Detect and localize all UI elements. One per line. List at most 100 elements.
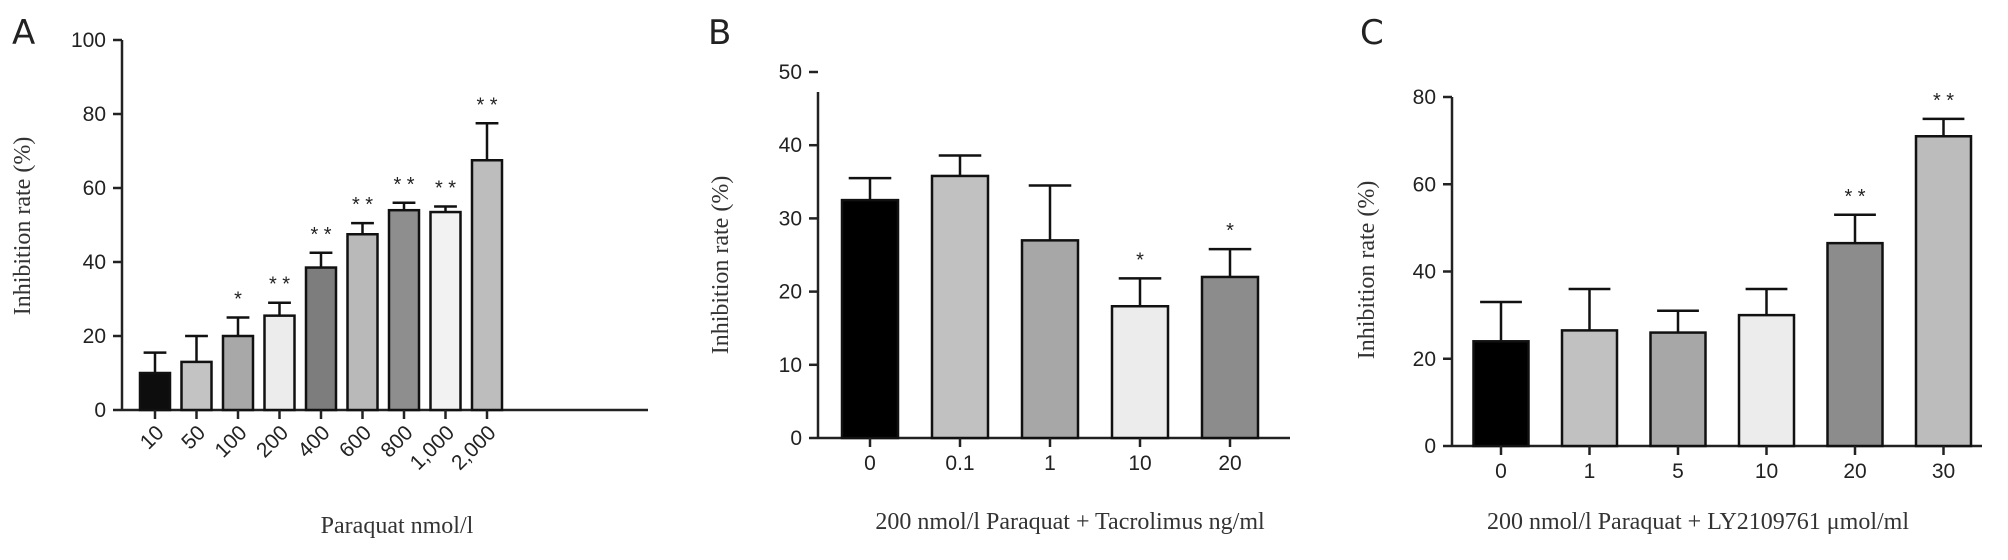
x-tick-label-b-4: 20 [1218, 452, 1241, 475]
bar-a-6 [387, 208, 421, 412]
error-bar-a-6 [392, 201, 416, 211]
bar-c-3 [1737, 313, 1796, 448]
x-axis-title-b: 200 nmol/l Paraquat + Tacrolimus ng/ml [875, 509, 1265, 535]
error-bar-a-4 [309, 251, 333, 268]
y-axis-title-a: Inhibition rate (%) [10, 137, 36, 316]
error-bar-c-4 [1834, 213, 1876, 244]
error-bar-b-1 [938, 154, 982, 176]
y-tick-label-c-4: 80 [1413, 86, 1436, 109]
x-tick-label-b-1: 0.1 [945, 452, 974, 475]
y-axis-title-b: Inhibition rate (%) [708, 176, 734, 355]
bar-a-8 [470, 159, 504, 412]
x-axis-title-a: Paraquat nmol/l [321, 513, 474, 539]
error-bar-b-3 [1118, 277, 1162, 307]
error-bar-b-2 [1028, 184, 1072, 241]
bar-b-0 [840, 198, 900, 440]
error-bar-a-8 [475, 122, 499, 161]
significance-a-5: * * [352, 194, 373, 216]
y-tick-label-a-5: 100 [71, 29, 106, 52]
x-tick-label-c-2: 5 [1672, 460, 1684, 483]
y-tick-label-b-0: 0 [790, 427, 802, 450]
error-bar-a-0 [143, 351, 167, 373]
x-tick-label-a-3: 200 [252, 421, 293, 462]
bar-a-4 [304, 266, 338, 412]
significance-a-4: * * [310, 224, 331, 246]
y-tick-label-a-0: 0 [94, 399, 106, 422]
y-tick-label-c-0: 0 [1424, 435, 1436, 458]
panel-c: C 0 20 40 60 80 * * * * 0 1 5 10 20 30 Inhibition … [1354, 13, 1982, 535]
error-bar-a-2 [226, 316, 250, 336]
bar-b-2 [1020, 239, 1080, 440]
significance-a-2: * [234, 289, 242, 311]
y-axis-title-c: Inhibition rate (%) [1354, 181, 1380, 360]
bar-b-3 [1110, 304, 1170, 440]
y-tick-label-a-3: 60 [83, 177, 106, 200]
significance-a-7: * * [435, 178, 456, 200]
error-bar-a-3 [268, 301, 291, 316]
bar-a-5 [346, 233, 379, 412]
bar-b-1 [930, 174, 990, 440]
error-bar-a-5 [351, 221, 374, 235]
bar-c-2 [1649, 331, 1707, 448]
significance-c-4: * * [1844, 186, 1865, 208]
significance-c-5: * * [1933, 90, 1954, 112]
panel-letter-b: B [708, 13, 731, 53]
x-tick-label-c-4: 20 [1843, 460, 1866, 483]
panel-letter-a: A [12, 13, 35, 53]
bar-c-4 [1826, 241, 1884, 448]
significance-a-8: * * [476, 94, 497, 116]
error-bar-c-2 [1657, 309, 1699, 333]
error-bar-a-1 [185, 334, 208, 362]
significance-b-3: * [1136, 249, 1144, 271]
panel-b: B 0 10 20 30 40 50 * * 0 0.1 1 10 20 Inhibition ra… [708, 13, 1290, 535]
x-tick-label-c-1: 1 [1584, 460, 1596, 483]
error-bar-b-0 [848, 176, 892, 201]
bar-a-0 [138, 371, 172, 412]
bar-a-2 [221, 334, 255, 412]
x-tick-label-a-0: 10 [136, 421, 169, 454]
x-tick-label-b-2: 1 [1044, 452, 1056, 475]
y-tick-label-b-4: 40 [779, 134, 802, 157]
x-tick-label-b-0: 0 [864, 452, 876, 475]
x-tick-label-a-5: 600 [335, 421, 376, 462]
bar-a-1 [180, 360, 213, 412]
y-tick-label-c-3: 60 [1413, 173, 1436, 196]
significance-a-3: * * [269, 274, 290, 296]
bar-a-3 [263, 314, 296, 412]
x-tick-label-c-3: 10 [1755, 460, 1778, 483]
x-tick-label-c-0: 0 [1495, 460, 1507, 483]
y-tick-label-a-4: 80 [83, 103, 106, 126]
bar-c-1 [1560, 329, 1619, 448]
significance-a-6: * * [393, 174, 414, 196]
panel-letter-c: C [1360, 13, 1384, 53]
y-tick-label-b-5: 50 [779, 61, 802, 84]
x-tick-label-a-4: 400 [293, 421, 334, 462]
error-bar-c-3 [1745, 287, 1788, 316]
x-tick-label-a-7: 1,000 [406, 421, 459, 474]
error-bar-c-5 [1922, 117, 1965, 137]
x-tick-label-a-1: 50 [177, 421, 210, 454]
error-bar-a-7 [434, 205, 457, 213]
x-tick-label-c-5: 30 [1932, 460, 1955, 483]
x-axis-title-c: 200 nmol/l Paraquat + LY2109761 μmol/ml [1487, 509, 1909, 535]
error-bar-b-4 [1208, 247, 1252, 277]
y-tick-label-b-1: 10 [779, 354, 802, 377]
y-tick-label-b-2: 20 [779, 281, 802, 304]
y-tick-label-b-3: 30 [779, 207, 802, 230]
x-tick-label-a-2: 100 [210, 421, 251, 462]
y-tick-label-c-1: 20 [1413, 348, 1436, 371]
y-tick-label-c-2: 40 [1413, 261, 1436, 284]
significance-b-4: * [1226, 220, 1234, 242]
bar-b-4 [1200, 275, 1260, 440]
bar-a-7 [429, 210, 462, 412]
bar-c-5 [1914, 135, 1973, 448]
y-tick-label-a-2: 40 [83, 251, 106, 274]
y-tick-label-a-1: 20 [83, 325, 106, 348]
error-bar-c-1 [1568, 287, 1611, 331]
x-tick-label-a-8: 2,000 [447, 421, 500, 474]
error-bar-c-0 [1480, 300, 1522, 342]
bar-c-0 [1472, 340, 1530, 448]
x-tick-label-b-3: 10 [1128, 452, 1151, 475]
